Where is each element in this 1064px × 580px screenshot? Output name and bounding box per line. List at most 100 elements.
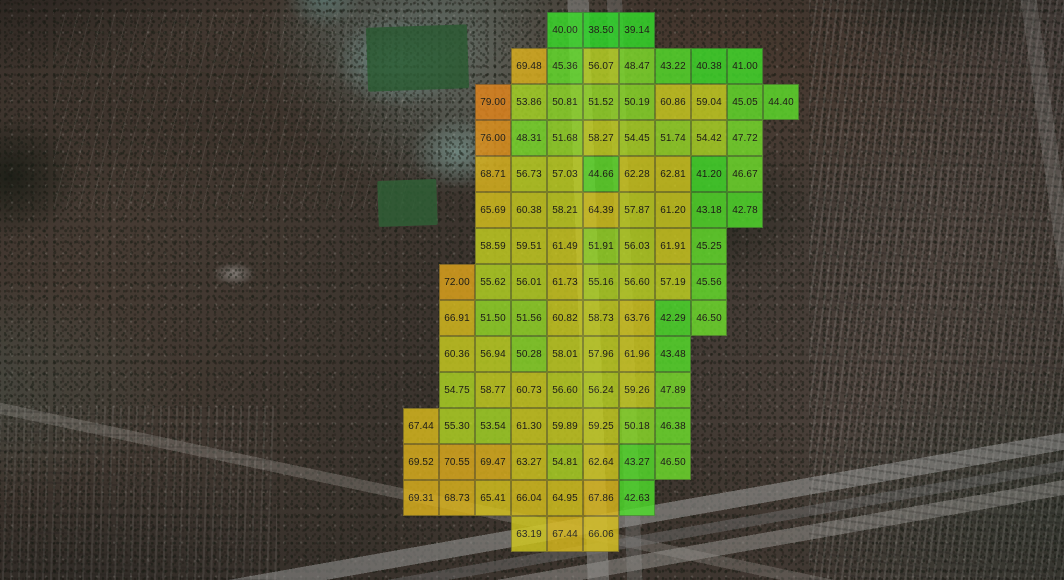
heatmap-cell[interactable]: 66.06 bbox=[583, 516, 619, 552]
heatmap-cell[interactable]: 57.87 bbox=[619, 192, 655, 228]
heatmap-cell[interactable]: 59.04 bbox=[691, 84, 727, 120]
heatmap-cell[interactable]: 58.73 bbox=[583, 300, 619, 336]
heatmap-cell[interactable]: 54.45 bbox=[619, 120, 655, 156]
heatmap-cell[interactable]: 47.72 bbox=[727, 120, 763, 156]
heatmap-cell[interactable]: 57.19 bbox=[655, 264, 691, 300]
heatmap-cell[interactable]: 67.44 bbox=[403, 408, 439, 444]
heatmap-cell[interactable]: 56.24 bbox=[583, 372, 619, 408]
heatmap-cell[interactable]: 40.38 bbox=[691, 48, 727, 84]
heatmap-cell[interactable]: 61.96 bbox=[619, 336, 655, 372]
heatmap-cell[interactable]: 60.86 bbox=[655, 84, 691, 120]
heatmap-cell[interactable]: 57.03 bbox=[547, 156, 583, 192]
heatmap-cell[interactable]: 56.60 bbox=[619, 264, 655, 300]
heatmap-cell[interactable]: 79.00 bbox=[475, 84, 511, 120]
heatmap-cell[interactable]: 55.62 bbox=[475, 264, 511, 300]
heatmap-cell[interactable]: 48.47 bbox=[619, 48, 655, 84]
heatmap-cell[interactable]: 50.18 bbox=[619, 408, 655, 444]
heatmap-cell[interactable]: 61.49 bbox=[547, 228, 583, 264]
heatmap-cell[interactable]: 43.48 bbox=[655, 336, 691, 372]
heatmap-cell[interactable]: 72.00 bbox=[439, 264, 475, 300]
heatmap-cell[interactable]: 38.50 bbox=[583, 12, 619, 48]
heatmap-cell[interactable]: 58.77 bbox=[475, 372, 511, 408]
heatmap-cell[interactable]: 46.67 bbox=[727, 156, 763, 192]
heatmap-cell[interactable]: 67.44 bbox=[547, 516, 583, 552]
heatmap-cell[interactable]: 63.27 bbox=[511, 444, 547, 480]
heatmap-cell[interactable]: 51.68 bbox=[547, 120, 583, 156]
heatmap-cell[interactable]: 65.41 bbox=[475, 480, 511, 516]
heatmap-cell[interactable]: 46.50 bbox=[655, 444, 691, 480]
heatmap-cell[interactable]: 57.96 bbox=[583, 336, 619, 372]
heatmap-cell[interactable]: 39.14 bbox=[619, 12, 655, 48]
heatmap-cell[interactable]: 61.73 bbox=[547, 264, 583, 300]
heatmap-cell[interactable]: 64.39 bbox=[583, 192, 619, 228]
heatmap-cell[interactable]: 61.20 bbox=[655, 192, 691, 228]
heatmap-cell[interactable]: 55.30 bbox=[439, 408, 475, 444]
heatmap-cell[interactable]: 55.16 bbox=[583, 264, 619, 300]
heatmap-cell[interactable]: 45.25 bbox=[691, 228, 727, 264]
heatmap-cell[interactable]: 68.71 bbox=[475, 156, 511, 192]
heatmap-cell[interactable]: 53.86 bbox=[511, 84, 547, 120]
heatmap-cell[interactable]: 42.78 bbox=[727, 192, 763, 228]
heatmap-cell[interactable]: 51.52 bbox=[583, 84, 619, 120]
heatmap-cell[interactable]: 51.91 bbox=[583, 228, 619, 264]
heatmap-cell[interactable]: 62.81 bbox=[655, 156, 691, 192]
heatmap-cell[interactable]: 45.05 bbox=[727, 84, 763, 120]
heatmap-cell[interactable]: 69.47 bbox=[475, 444, 511, 480]
heatmap-cell[interactable]: 60.82 bbox=[547, 300, 583, 336]
heatmap-cell[interactable]: 44.40 bbox=[763, 84, 799, 120]
heatmap-cell[interactable]: 68.73 bbox=[439, 480, 475, 516]
heatmap-cell[interactable]: 60.73 bbox=[511, 372, 547, 408]
heatmap-cell[interactable]: 63.76 bbox=[619, 300, 655, 336]
heatmap-cell[interactable]: 42.29 bbox=[655, 300, 691, 336]
heatmap-cell[interactable]: 62.28 bbox=[619, 156, 655, 192]
heatmap-cell[interactable]: 54.42 bbox=[691, 120, 727, 156]
heatmap-cell[interactable]: 56.94 bbox=[475, 336, 511, 372]
heatmap-cell[interactable]: 54.75 bbox=[439, 372, 475, 408]
heatmap-cell[interactable]: 50.28 bbox=[511, 336, 547, 372]
heatmap-cell[interactable]: 51.56 bbox=[511, 300, 547, 336]
heatmap-cell[interactable]: 44.66 bbox=[583, 156, 619, 192]
heatmap-cell[interactable]: 56.07 bbox=[583, 48, 619, 84]
heatmap-cell[interactable]: 41.00 bbox=[727, 48, 763, 84]
heatmap-cell[interactable]: 69.48 bbox=[511, 48, 547, 84]
heatmap-cell[interactable]: 56.03 bbox=[619, 228, 655, 264]
heatmap-cell[interactable]: 50.19 bbox=[619, 84, 655, 120]
heatmap-cell[interactable]: 42.63 bbox=[619, 480, 655, 516]
heatmap-cell[interactable]: 43.22 bbox=[655, 48, 691, 84]
heatmap-cell[interactable]: 69.52 bbox=[403, 444, 439, 480]
heatmap-cell[interactable]: 43.27 bbox=[619, 444, 655, 480]
heatmap-cell[interactable]: 63.19 bbox=[511, 516, 547, 552]
heatmap-cell[interactable]: 66.04 bbox=[511, 480, 547, 516]
heatmap-cell[interactable]: 59.25 bbox=[583, 408, 619, 444]
heatmap-cell[interactable]: 56.73 bbox=[511, 156, 547, 192]
heatmap-cell[interactable]: 56.60 bbox=[547, 372, 583, 408]
heatmap-cell[interactable]: 56.01 bbox=[511, 264, 547, 300]
heatmap-cell[interactable]: 45.56 bbox=[691, 264, 727, 300]
heatmap-cell[interactable]: 62.64 bbox=[583, 444, 619, 480]
heatmap-cell[interactable]: 65.69 bbox=[475, 192, 511, 228]
heatmap-cell[interactable]: 46.38 bbox=[655, 408, 691, 444]
heatmap-cell[interactable]: 45.36 bbox=[547, 48, 583, 84]
heatmap-cell[interactable]: 47.89 bbox=[655, 372, 691, 408]
heatmap-cell[interactable]: 61.91 bbox=[655, 228, 691, 264]
heatmap-cell[interactable]: 54.81 bbox=[547, 444, 583, 480]
heatmap-cell[interactable]: 51.74 bbox=[655, 120, 691, 156]
heatmap-cell[interactable]: 58.21 bbox=[547, 192, 583, 228]
heatmap-cell[interactable]: 40.00 bbox=[547, 12, 583, 48]
heatmap-cell[interactable]: 58.59 bbox=[475, 228, 511, 264]
heatmap-cell[interactable]: 58.01 bbox=[547, 336, 583, 372]
heatmap-cell[interactable]: 76.00 bbox=[475, 120, 511, 156]
heatmap-cell[interactable]: 46.50 bbox=[691, 300, 727, 336]
heatmap-cell[interactable]: 51.50 bbox=[475, 300, 511, 336]
heatmap-cell[interactable]: 43.18 bbox=[691, 192, 727, 228]
heatmap-cell[interactable]: 50.81 bbox=[547, 84, 583, 120]
heatmap-cell[interactable]: 53.54 bbox=[475, 408, 511, 444]
heatmap-cell[interactable]: 59.51 bbox=[511, 228, 547, 264]
heatmap-cell[interactable]: 66.91 bbox=[439, 300, 475, 336]
heatmap-cell[interactable]: 60.36 bbox=[439, 336, 475, 372]
heatmap-cell[interactable]: 48.31 bbox=[511, 120, 547, 156]
heatmap-cell[interactable]: 59.26 bbox=[619, 372, 655, 408]
heatmap-cell[interactable]: 60.38 bbox=[511, 192, 547, 228]
